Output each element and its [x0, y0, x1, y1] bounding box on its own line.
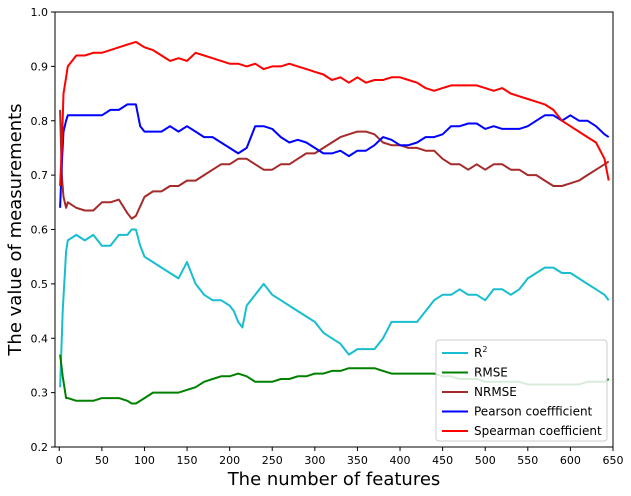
x-axis-ticks: 0 50 100 150 200 250 300 350 400 450 500 550 600 650: [56, 447, 624, 467]
y-axis-title: The value of measurements: [5, 103, 26, 356]
legend-label: Spearman coefficient: [474, 424, 602, 438]
x-tick-label: 150: [177, 454, 198, 467]
y-tick-label: 0.8: [31, 115, 49, 128]
y-tick-label: 0.5: [31, 278, 49, 291]
y-tick-label: 0.4: [31, 332, 49, 345]
x-tick-label: 250: [262, 454, 283, 467]
legend-label: Pearson coeffficient: [474, 405, 593, 419]
x-tick-label: 600: [560, 454, 581, 467]
y-tick-label: 0.3: [31, 387, 49, 400]
x-tick-label: 300: [304, 454, 325, 467]
series-line-0: [59, 228, 610, 388]
x-tick-label: 200: [219, 454, 240, 467]
x-axis-title: The number of features: [227, 469, 441, 490]
x-tick-label: 350: [347, 454, 368, 467]
x-tick-label: 450: [432, 454, 453, 467]
legend-label-text: R: [474, 346, 482, 360]
x-tick-label: 100: [134, 454, 155, 467]
legend-label: R2: [474, 345, 487, 360]
legend-label: NRMSE: [474, 385, 517, 399]
y-axis-ticks: 0.2 0.3 0.4 0.5 0.6 0.7 0.8 0.9 1.0: [31, 6, 55, 454]
legend-label-superscript: 2: [482, 345, 487, 354]
legend-label-text: RMSE: [474, 366, 508, 380]
y-tick-label: 0.9: [31, 60, 49, 73]
legend-label: RMSE: [474, 366, 508, 380]
x-tick-label: 500: [475, 454, 496, 467]
y-tick-label: 0.6: [31, 224, 49, 237]
x-tick-label: 400: [390, 454, 411, 467]
legend-label-text: NRMSE: [474, 385, 517, 399]
series-line-3: [59, 103, 610, 208]
x-tick-label: 650: [603, 454, 624, 467]
x-tick-label: 0: [56, 454, 63, 467]
series-line-4: [59, 40, 610, 187]
legend-label-text: Pearson coeffficient: [474, 405, 593, 419]
y-tick-label: 0.7: [31, 169, 49, 182]
x-tick-label: 550: [517, 454, 538, 467]
x-tick-label: 50: [95, 454, 109, 467]
y-tick-label: 0.2: [31, 441, 49, 454]
series-layer: [59, 40, 610, 405]
legend: R2 RMSE NRMSE Pearson coeffficient Spearman …: [435, 339, 608, 442]
legend-box: [435, 339, 608, 442]
y-tick-label: 1.0: [31, 6, 49, 19]
legend-label-text: Spearman coefficient: [474, 424, 602, 438]
